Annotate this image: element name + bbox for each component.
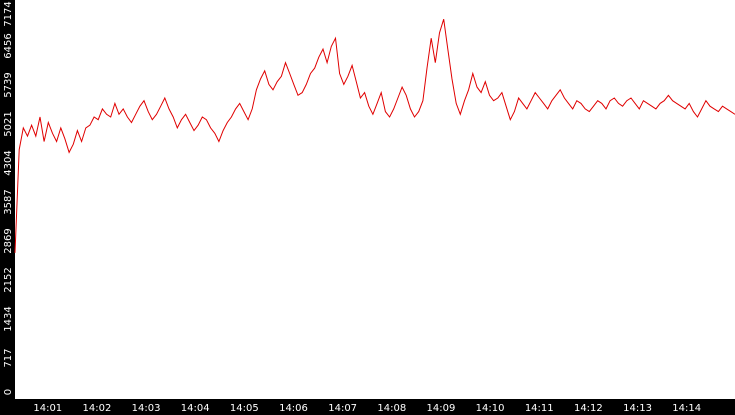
x-tick-label: 14:03 <box>132 403 161 414</box>
x-tick-label: 14:07 <box>328 403 357 414</box>
x-axis-ticks: 14:01 14:02 14:03 14:04 14:05 14:06 14:07 14:08… <box>33 403 701 414</box>
y-tick-label: 2869 <box>3 228 14 253</box>
x-tick-label: 14:06 <box>279 403 308 414</box>
x-tick-label: 14:02 <box>82 403 111 414</box>
y-tick-label: 5739 <box>3 72 14 97</box>
y-tick-label: 1434 <box>3 306 14 331</box>
y-tick-label: 5021 <box>3 111 14 136</box>
y-tick-label: 717 <box>3 348 14 367</box>
y-axis-ticks: 0 717 1434 2152 2869 3587 4304 5021 5739 6456 7174 <box>3 1 14 395</box>
x-tick-label: 14:10 <box>476 403 505 414</box>
x-tick-label: 14:04 <box>181 403 210 414</box>
x-tick-label: 14:12 <box>574 403 603 414</box>
y-tick-label: 7174 <box>3 1 14 26</box>
x-tick-label: 14:11 <box>525 403 554 414</box>
y-tick-label: 0 <box>3 389 14 395</box>
y-tick-label: 3587 <box>3 189 14 214</box>
x-tick-label: 14:14 <box>672 403 701 414</box>
y-tick-label: 4304 <box>3 150 14 175</box>
x-tick-label: 14:09 <box>427 403 456 414</box>
y-tick-label: 6456 <box>3 33 14 58</box>
x-tick-label: 14:01 <box>33 403 62 414</box>
x-tick-label: 14:08 <box>377 403 406 414</box>
x-tick-label: 14:05 <box>230 403 259 414</box>
x-axis-bar <box>0 399 735 415</box>
x-tick-label: 14:13 <box>623 403 652 414</box>
y-tick-label: 2152 <box>3 267 14 292</box>
y-axis-bar <box>0 0 15 415</box>
series-line <box>14 19 735 253</box>
